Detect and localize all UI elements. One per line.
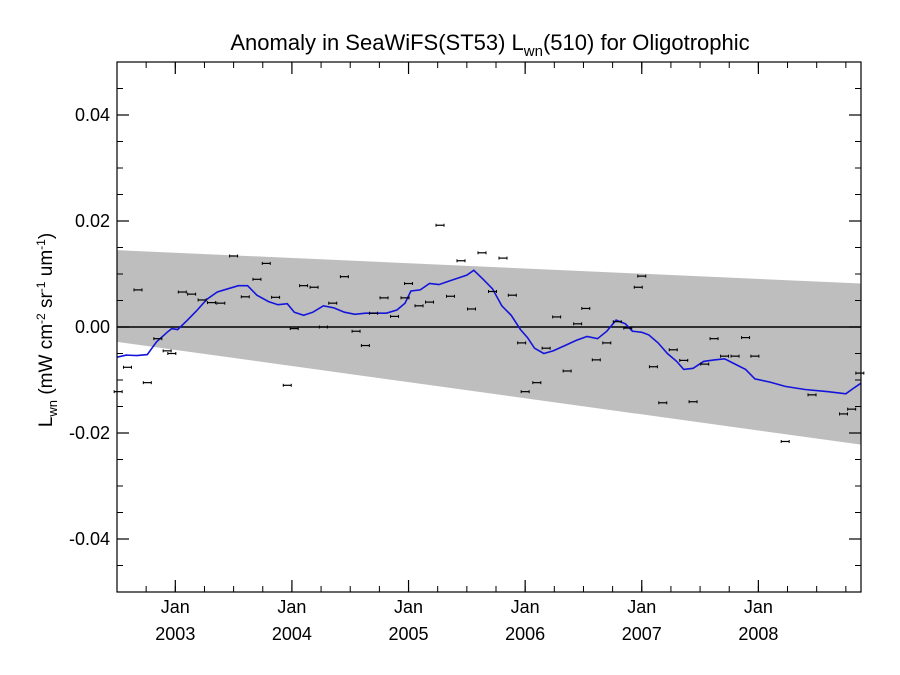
data-point xyxy=(369,311,379,315)
data-point xyxy=(153,337,163,341)
data-point xyxy=(679,358,689,362)
data-point xyxy=(435,223,445,227)
data-point xyxy=(467,307,477,311)
data-point xyxy=(456,259,466,263)
data-point xyxy=(379,296,389,300)
x-tick-month-label: Jan xyxy=(744,597,773,617)
data-point xyxy=(720,354,730,358)
data-point xyxy=(668,348,678,352)
data-point xyxy=(709,337,719,341)
data-point xyxy=(477,251,487,255)
data-point xyxy=(847,407,857,411)
data-point xyxy=(282,383,292,387)
data-point xyxy=(700,362,710,366)
y-tick-label: 0.04 xyxy=(75,105,110,125)
data-point xyxy=(142,381,152,385)
y-tick-label: 0.02 xyxy=(75,211,110,231)
y-tick-label: -0.02 xyxy=(69,423,110,443)
data-point xyxy=(730,354,740,358)
data-point xyxy=(741,336,751,340)
data-point xyxy=(289,327,299,331)
data-point xyxy=(425,300,435,304)
x-tick-year-label: 2003 xyxy=(155,624,195,644)
data-point xyxy=(240,295,250,299)
data-point xyxy=(309,285,319,289)
y-tick-label: 0.00 xyxy=(75,317,110,337)
data-point xyxy=(780,439,790,443)
data-point xyxy=(573,322,583,326)
data-point xyxy=(855,371,865,375)
chart-title: Anomaly in SeaWiFS(ST53) Lwn(510) for Ol… xyxy=(230,30,749,60)
data-point xyxy=(602,341,612,345)
data-point xyxy=(318,325,328,329)
uncertainty-band xyxy=(117,250,861,445)
data-point xyxy=(133,288,143,292)
x-tick-year-label: 2007 xyxy=(622,624,662,644)
data-point xyxy=(532,381,542,385)
data-points-layer xyxy=(113,223,865,443)
data-point xyxy=(839,412,849,416)
data-point xyxy=(197,298,207,302)
data-point xyxy=(507,293,517,297)
data-point xyxy=(206,301,216,305)
data-point xyxy=(612,320,622,324)
data-point xyxy=(351,329,361,333)
data-point xyxy=(633,285,643,289)
data-point xyxy=(658,401,668,405)
data-point xyxy=(552,315,562,319)
data-point xyxy=(541,346,551,350)
x-tick-year-label: 2004 xyxy=(272,624,312,644)
data-point xyxy=(400,296,410,300)
data-point xyxy=(520,390,530,394)
data-point xyxy=(122,365,132,369)
y-axis-label: Lwn (mW cm-2 sr-1 um-1) xyxy=(34,233,60,427)
data-point xyxy=(252,277,262,281)
x-tick-month-label: Jan xyxy=(161,597,190,617)
data-point xyxy=(113,390,123,394)
data-point xyxy=(446,294,456,298)
data-point xyxy=(498,256,508,260)
data-point xyxy=(623,326,633,330)
data-point xyxy=(807,393,817,397)
data-point xyxy=(688,400,698,404)
data-point xyxy=(581,306,591,310)
x-tick-year-label: 2005 xyxy=(389,624,429,644)
x-tick-year-label: 2006 xyxy=(505,624,545,644)
x-tick-month-label: Jan xyxy=(394,597,423,617)
data-point xyxy=(404,282,414,286)
data-point xyxy=(562,369,572,373)
data-point xyxy=(162,349,172,353)
uncertainty-band-layer xyxy=(117,250,861,445)
axes-layer: 0.04 0.02 0.00 -0.02 -0.04 Jan 2003 Jan 2004 Jan 2… xyxy=(69,61,862,644)
x-tick-month-label: Jan xyxy=(627,597,656,617)
data-point xyxy=(328,301,338,305)
data-point xyxy=(271,295,281,299)
data-point xyxy=(591,358,601,362)
x-tick-month-label: Jan xyxy=(277,597,306,617)
data-point xyxy=(414,304,424,308)
data-point xyxy=(216,301,226,305)
data-point xyxy=(229,254,239,258)
data-point xyxy=(261,261,271,265)
y-tick-label: -0.04 xyxy=(69,529,110,549)
x-tick-month-label: Jan xyxy=(511,597,540,617)
data-point xyxy=(339,275,349,279)
smooth-line-layer xyxy=(116,269,862,395)
data-point xyxy=(648,365,658,369)
data-point xyxy=(390,314,400,318)
data-point xyxy=(177,290,187,294)
data-point xyxy=(487,289,497,293)
data-point xyxy=(167,352,177,355)
smooth-trend-line xyxy=(116,269,862,395)
data-point xyxy=(360,344,370,348)
x-tick-year-label: 2008 xyxy=(738,624,778,644)
data-point xyxy=(637,274,647,278)
data-point xyxy=(517,341,527,345)
data-point xyxy=(299,284,309,288)
data-point xyxy=(187,292,197,296)
data-point xyxy=(750,354,760,358)
